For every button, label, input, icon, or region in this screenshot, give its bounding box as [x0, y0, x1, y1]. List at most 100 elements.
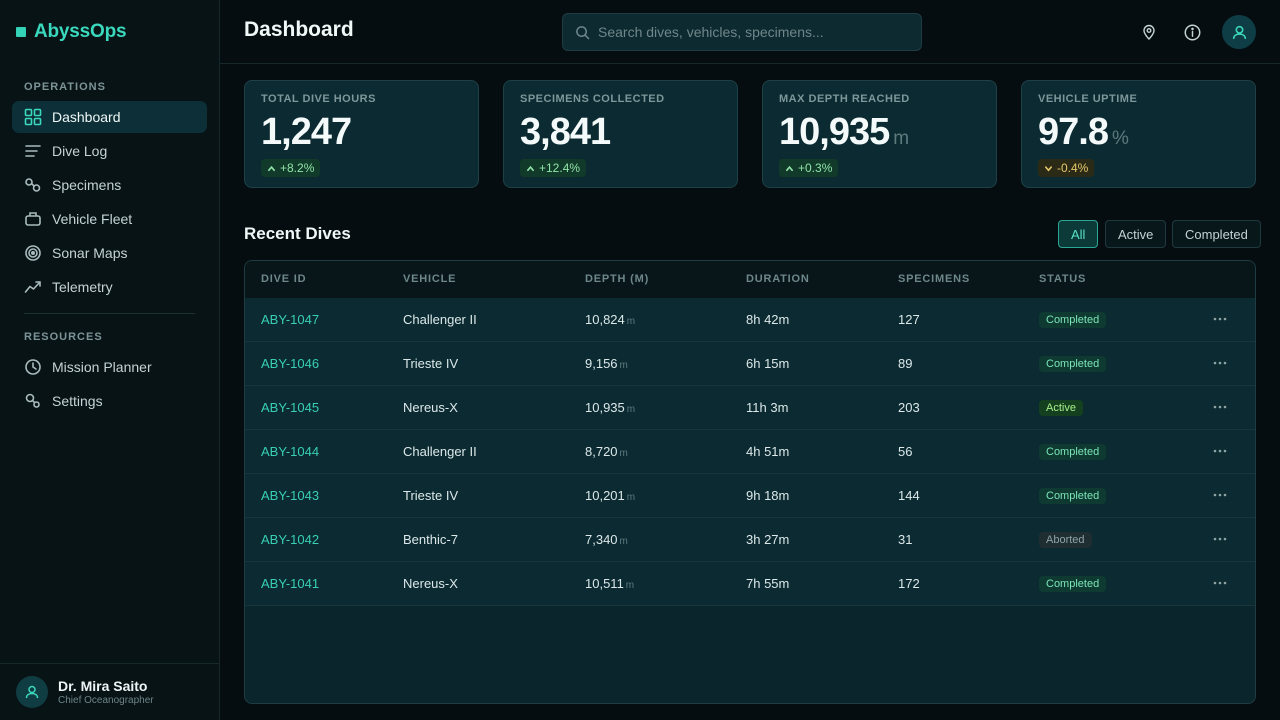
search-bar[interactable]: [562, 13, 922, 51]
column-header-vehicle[interactable]: VEHICLE: [403, 273, 457, 285]
row-more-button[interactable]: [1211, 442, 1229, 460]
row-more-button[interactable]: [1211, 310, 1229, 328]
sidebar-item-vehicle-fleet[interactable]: Vehicle Fleet: [12, 203, 207, 235]
row-more-button[interactable]: [1211, 486, 1229, 504]
sidebar-item-telemetry[interactable]: Telemetry: [12, 271, 207, 303]
sidebar-item-specimens[interactable]: Specimens: [12, 169, 207, 201]
sidebar-item-mission-planner[interactable]: Mission Planner: [12, 351, 207, 383]
dive-id-link[interactable]: ABY-1045: [261, 400, 320, 415]
depth-unit: m: [626, 404, 636, 415]
grid-icon: [24, 108, 42, 126]
filter-completed-button[interactable]: Completed: [1172, 220, 1261, 248]
stat-label: TOTAL DIVE HOURS: [261, 93, 376, 105]
column-header-depth[interactable]: DEPTH (M): [585, 273, 650, 285]
sidebar-item-dashboard[interactable]: Dashboard: [12, 101, 207, 133]
stat-delta: -0.4%: [1057, 161, 1089, 175]
vehicle-cell: Trieste IV: [403, 488, 459, 503]
stat-value: 1,247: [261, 111, 352, 153]
user-role: Chief Oceanographer: [58, 695, 154, 706]
stat-label: VEHICLE UPTIME: [1038, 93, 1138, 105]
sidebar-item-settings[interactable]: Settings: [12, 385, 207, 417]
stat-value: 97.8: [1038, 111, 1109, 153]
depth-cell: 10,824 m: [585, 312, 635, 327]
depth-unit: m: [619, 360, 628, 371]
stat-delta: +8.2%: [280, 161, 315, 175]
recent-dives-table: DIVE ID VEHICLE DEPTH (M) DURATION SPECI…: [244, 260, 1256, 704]
status-badge: Completed: [1039, 576, 1107, 592]
vehicle-icon: [25, 212, 41, 226]
info-button[interactable]: [1182, 22, 1202, 42]
status-badge: Active: [1039, 400, 1083, 416]
vehicle-cell: Trieste IV: [403, 356, 459, 371]
brand-name: AbyssOps: [34, 21, 127, 42]
table-row[interactable]: ABY-1044 Challenger II 8,720 m 4h 51m 56 Compl…: [245, 430, 1255, 474]
specimens-cell: 56: [898, 444, 913, 459]
column-header-status[interactable]: STATUS: [1039, 273, 1087, 285]
stat-card-vehicle-uptime: VEHICLE UPTIME 97.8 % -0.4%: [1021, 80, 1256, 188]
brand[interactable]: AbyssOps: [16, 20, 127, 44]
specimens-cell: 203: [898, 400, 920, 415]
vehicle-cell: Nereus-X: [403, 576, 458, 591]
depth-value: 10,935: [585, 400, 625, 415]
stat-label: SPECIMENS COLLECTED: [520, 93, 665, 105]
page-title: Dashboard: [244, 18, 354, 41]
stat-delta-badge: +8.2%: [261, 159, 321, 177]
sidebar-item-sonar-maps[interactable]: Sonar Maps: [12, 237, 207, 269]
depth-value: 10,824: [585, 312, 625, 327]
row-more-button[interactable]: [1211, 354, 1229, 372]
stat-unit: m: [893, 128, 910, 149]
depth-unit: m: [626, 316, 636, 327]
table-row[interactable]: ABY-1047 Challenger II 10,824 m 8h 42m 127 Com…: [245, 298, 1255, 342]
duration-cell: 9h 18m: [746, 488, 790, 503]
dive-id-link[interactable]: ABY-1041: [261, 576, 320, 591]
filter-all-button[interactable]: All: [1058, 220, 1099, 248]
table-row[interactable]: ABY-1043 Trieste IV 10,201 m 9h 18m 144 Comple…: [245, 474, 1255, 518]
depth-cell: 9,156 m: [585, 356, 628, 371]
more-horizontal-icon: [1213, 317, 1227, 321]
dive-id-link[interactable]: ABY-1042: [261, 532, 320, 547]
sidebar-item-label: Sonar Maps: [52, 245, 128, 261]
duration-cell: 7h 55m: [746, 576, 790, 591]
table-row[interactable]: ABY-1046 Trieste IV 9,156 m 6h 15m 89 Complete…: [245, 342, 1255, 386]
sidebar: AbyssOps OPERATIONS Dashboard Dive Log S…: [0, 0, 220, 720]
vehicle-cell: Benthic-7: [403, 532, 458, 547]
dive-id-link[interactable]: ABY-1044: [261, 444, 320, 459]
row-more-button[interactable]: [1211, 574, 1229, 592]
settings-icon: [25, 393, 40, 408]
section-label-operations: OPERATIONS: [24, 81, 106, 93]
dive-id-link[interactable]: ABY-1043: [261, 488, 320, 503]
dive-id-link[interactable]: ABY-1047: [261, 312, 320, 327]
table-row[interactable]: ABY-1042 Benthic-7 7,340 m 3h 27m 31 Aborted: [245, 518, 1255, 562]
header-avatar[interactable]: [1222, 15, 1256, 49]
sidebar-item-label: Mission Planner: [52, 359, 152, 375]
table-row[interactable]: ABY-1045 Nereus-X 10,935 m 11h 3m 203 Active: [245, 386, 1255, 430]
row-more-button[interactable]: [1211, 398, 1229, 416]
depth-value: 10,201: [585, 488, 625, 503]
column-header-dive-id[interactable]: DIVE ID: [261, 273, 307, 285]
more-horizontal-icon: [1213, 405, 1227, 409]
info-icon: [1184, 24, 1200, 40]
depth-value: 7,340: [585, 532, 618, 547]
stat-delta-badge: -0.4%: [1038, 159, 1095, 177]
sidebar-divider: [24, 313, 195, 314]
sidebar-item-dive-log[interactable]: Dive Log: [12, 135, 207, 167]
chevron-up-icon: [267, 165, 276, 171]
filter-active-button[interactable]: Active: [1105, 220, 1167, 248]
dive-id-link[interactable]: ABY-1046: [261, 356, 320, 371]
search-input[interactable]: [598, 24, 908, 40]
table-header: DIVE ID VEHICLE DEPTH (M) DURATION SPECI…: [245, 261, 1255, 298]
column-header-duration[interactable]: DURATION: [746, 273, 810, 285]
user-profile[interactable]: Dr. Mira Saito Chief Oceanographer: [0, 663, 219, 720]
location-button[interactable]: [1139, 22, 1159, 42]
stat-unit: %: [1111, 128, 1129, 149]
table-row[interactable]: ABY-1041 Nereus-X 10,511 m 7h 55m 172 Complete…: [245, 562, 1255, 606]
depth-cell: 10,201 m: [585, 488, 635, 503]
status-badge: Completed: [1039, 312, 1107, 328]
sidebar-item-label: Settings: [52, 393, 103, 409]
depth-value: 8,720: [585, 444, 618, 459]
sidebar-item-label: Specimens: [52, 177, 122, 193]
column-header-specimens[interactable]: SPECIMENS: [898, 273, 970, 285]
search-icon: [576, 25, 590, 39]
sidebar-item-label: Telemetry: [52, 279, 113, 295]
row-more-button[interactable]: [1211, 530, 1229, 548]
